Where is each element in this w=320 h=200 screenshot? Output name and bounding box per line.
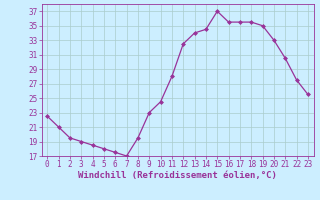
X-axis label: Windchill (Refroidissement éolien,°C): Windchill (Refroidissement éolien,°C) [78,171,277,180]
